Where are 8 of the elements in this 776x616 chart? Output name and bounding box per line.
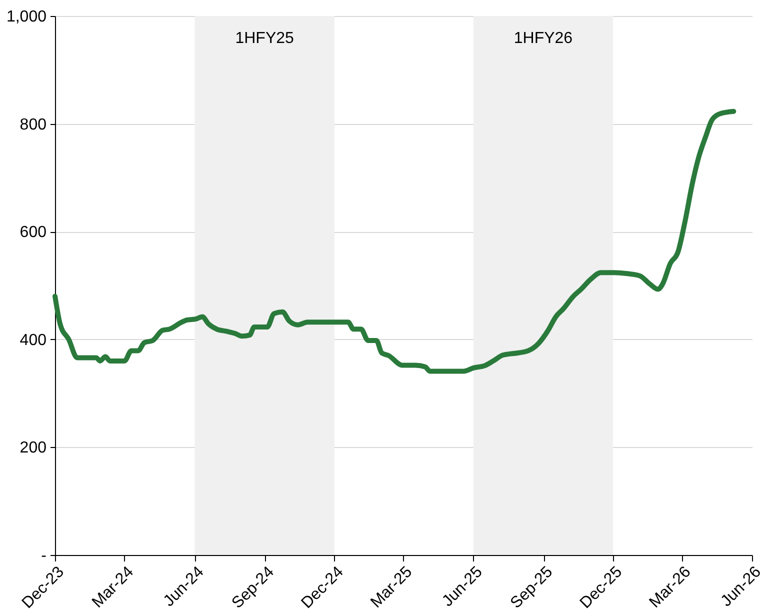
y-tick-label: - (41, 548, 46, 564)
y-tick-label: 600 (20, 224, 47, 242)
band-label: 1HFY25 (235, 30, 294, 47)
y-tick-label: 200 (20, 440, 47, 457)
band-label: 1HFY26 (514, 30, 573, 47)
y-tick-label: 400 (20, 332, 47, 349)
y-tick-label: 1,000 (6, 8, 47, 26)
y-tick-label: 800 (20, 116, 47, 134)
